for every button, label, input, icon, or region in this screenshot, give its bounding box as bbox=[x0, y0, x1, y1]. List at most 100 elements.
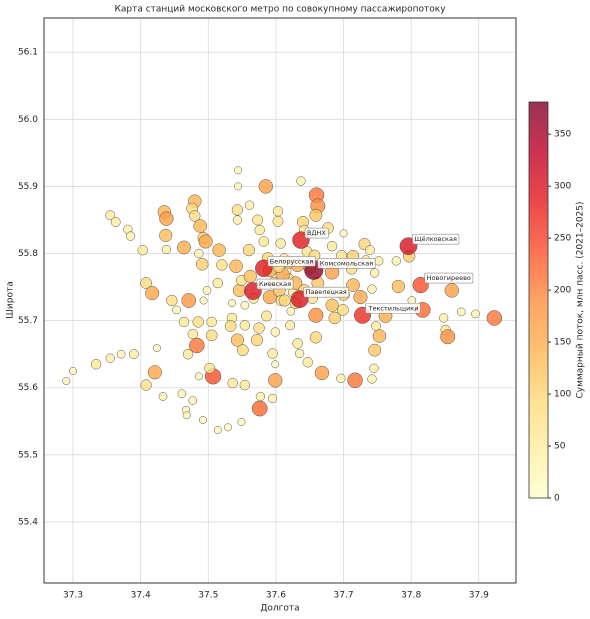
station-point bbox=[368, 343, 382, 357]
annotation-text: Павелецкая bbox=[306, 288, 347, 296]
station-annotation: Текстильщики bbox=[365, 302, 421, 314]
station-point bbox=[140, 277, 152, 289]
station-annotation: Щёлковская bbox=[412, 233, 460, 245]
station-point bbox=[199, 296, 208, 305]
station-point bbox=[309, 208, 323, 222]
station-point bbox=[232, 215, 243, 225]
station-point bbox=[326, 240, 338, 252]
y-tick-label: 55.5 bbox=[18, 450, 38, 460]
station-point bbox=[125, 231, 136, 241]
station-point bbox=[268, 373, 283, 388]
colorbar-tick-label: 50 bbox=[554, 442, 566, 452]
annotation-box bbox=[317, 258, 376, 269]
station-point bbox=[224, 320, 237, 332]
station-point bbox=[172, 305, 181, 315]
station-point bbox=[372, 329, 387, 343]
y-tick-label: 55.4 bbox=[18, 517, 38, 527]
station-point bbox=[110, 217, 121, 227]
station-point bbox=[192, 316, 204, 328]
station-point bbox=[212, 277, 223, 289]
station-point bbox=[444, 283, 459, 298]
station-point bbox=[198, 234, 213, 249]
station-point bbox=[374, 256, 384, 266]
y-tick-label: 55.9 bbox=[18, 182, 38, 192]
station-point bbox=[440, 329, 456, 345]
station-point bbox=[161, 244, 172, 255]
station-point bbox=[391, 256, 401, 266]
station-point bbox=[244, 200, 255, 210]
colorbar-tick-label: 150 bbox=[554, 338, 571, 348]
station-point bbox=[181, 293, 197, 308]
annotation-box bbox=[256, 278, 294, 290]
station-point bbox=[198, 415, 207, 424]
station-annotation: Комсомольская bbox=[317, 258, 376, 269]
station-point bbox=[364, 245, 375, 256]
station-point bbox=[367, 374, 377, 384]
station-point bbox=[159, 211, 174, 226]
colorbar-tick-label: 0 bbox=[554, 494, 560, 504]
station-point bbox=[391, 279, 405, 293]
x-tick-label: 37.4 bbox=[131, 591, 151, 601]
station-point bbox=[177, 240, 191, 255]
colorbar-tick-label: 200 bbox=[554, 286, 571, 296]
station-point bbox=[243, 269, 257, 283]
colorbar-label: Суммарный поток, млн пасс. (2021–2025) bbox=[576, 201, 586, 398]
annotation-box bbox=[424, 272, 474, 284]
station-point bbox=[486, 310, 503, 326]
station-point bbox=[337, 304, 349, 316]
station-point bbox=[240, 300, 250, 310]
station-point bbox=[275, 238, 286, 249]
station-point bbox=[328, 311, 342, 325]
station-point bbox=[90, 359, 102, 370]
station-point bbox=[258, 236, 269, 247]
station-point bbox=[438, 313, 449, 323]
station-point bbox=[231, 204, 244, 216]
station-point bbox=[194, 248, 204, 259]
x-tick-label: 37.5 bbox=[198, 591, 218, 601]
station-point bbox=[253, 322, 265, 334]
station-point bbox=[271, 360, 280, 369]
x-tick-label: 37.7 bbox=[334, 591, 354, 601]
station-point bbox=[188, 396, 198, 405]
y-tick-label: 55.7 bbox=[18, 316, 38, 326]
station-point bbox=[314, 365, 330, 381]
y-tick-label: 55.6 bbox=[18, 383, 38, 393]
station-point bbox=[105, 210, 116, 221]
station-point bbox=[261, 310, 272, 322]
station-point bbox=[270, 327, 280, 337]
station-point bbox=[145, 286, 160, 301]
station-annotation: Киевская bbox=[256, 278, 294, 290]
annotation-box bbox=[304, 227, 329, 239]
plot-frame bbox=[43, 17, 517, 584]
station-point bbox=[252, 214, 264, 226]
station-point bbox=[195, 258, 209, 271]
station-point bbox=[258, 179, 274, 194]
station-point bbox=[346, 278, 360, 292]
station-point bbox=[105, 353, 115, 363]
annotation-box bbox=[412, 233, 460, 245]
annotation-box bbox=[267, 255, 316, 267]
station-point bbox=[228, 299, 236, 308]
station-point bbox=[182, 411, 191, 420]
station-point bbox=[239, 379, 251, 391]
station-point bbox=[325, 298, 339, 312]
station-point bbox=[239, 320, 251, 331]
station-point bbox=[187, 328, 198, 340]
x-tick-label: 37.8 bbox=[401, 591, 421, 601]
station-point bbox=[456, 307, 466, 317]
station-point bbox=[140, 379, 152, 391]
station-point bbox=[242, 244, 255, 257]
annotation-text: Киевская bbox=[259, 280, 291, 288]
station-point bbox=[223, 423, 232, 432]
station-point bbox=[336, 373, 346, 383]
station-point bbox=[294, 348, 305, 359]
colorbar-tick-label: 300 bbox=[554, 182, 571, 192]
station-point bbox=[227, 377, 238, 389]
station-point bbox=[347, 372, 363, 389]
station-point bbox=[182, 348, 194, 360]
x-axis-label: Долгота bbox=[260, 604, 299, 614]
station-point bbox=[178, 316, 190, 328]
station-point bbox=[371, 321, 381, 331]
station-point bbox=[370, 268, 380, 278]
